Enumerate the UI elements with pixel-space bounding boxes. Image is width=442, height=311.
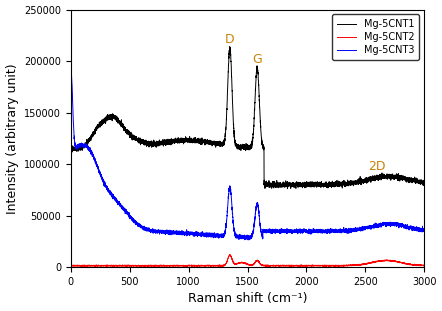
Mg-5CNT1	[422, 180, 427, 184]
Mg-5CNT2	[228, 253, 233, 257]
Mg-5CNT2	[419, 263, 424, 267]
Mg-5CNT2	[226, 254, 232, 258]
Mg-5CNT1	[68, 146, 73, 150]
Mg-5CNT3	[245, 238, 251, 242]
Mg-5CNT1	[202, 141, 207, 144]
Mg-5CNT3	[154, 230, 159, 233]
Mg-5CNT1	[285, 187, 290, 191]
Text: G: G	[252, 53, 262, 66]
Mg-5CNT1	[227, 45, 232, 49]
Mg-5CNT1	[419, 180, 424, 183]
Text: D: D	[225, 33, 234, 46]
Mg-5CNT1	[150, 143, 156, 147]
Legend: Mg-5CNT1, Mg-5CNT2, Mg-5CNT3: Mg-5CNT1, Mg-5CNT2, Mg-5CNT3	[332, 14, 419, 60]
X-axis label: Raman shift (cm⁻¹): Raman shift (cm⁻¹)	[188, 292, 307, 305]
Y-axis label: Intensity (arbitrary unit): Intensity (arbitrary unit)	[6, 63, 19, 214]
Mg-5CNT2	[68, 264, 73, 267]
Mg-5CNT1	[152, 142, 157, 145]
Mg-5CNT2	[150, 263, 156, 267]
Mg-5CNT2	[328, 264, 334, 268]
Mg-5CNT1	[154, 139, 159, 143]
Mg-5CNT2	[202, 264, 207, 268]
Mg-5CNT2	[152, 264, 157, 268]
Mg-5CNT3	[202, 235, 207, 239]
Line: Mg-5CNT2: Mg-5CNT2	[71, 255, 424, 266]
Line: Mg-5CNT1: Mg-5CNT1	[71, 47, 424, 189]
Mg-5CNT2	[154, 264, 159, 268]
Text: 2D: 2D	[368, 160, 386, 174]
Mg-5CNT3	[152, 229, 157, 233]
Line: Mg-5CNT3: Mg-5CNT3	[71, 70, 424, 240]
Mg-5CNT3	[68, 140, 73, 143]
Mg-5CNT3	[150, 229, 156, 233]
Mg-5CNT3	[227, 188, 232, 192]
Mg-5CNT3	[422, 229, 427, 233]
Mg-5CNT2	[422, 264, 427, 267]
Mg-5CNT1	[226, 50, 232, 54]
Mg-5CNT3	[419, 229, 424, 233]
Mg-5CNT3	[69, 68, 74, 72]
